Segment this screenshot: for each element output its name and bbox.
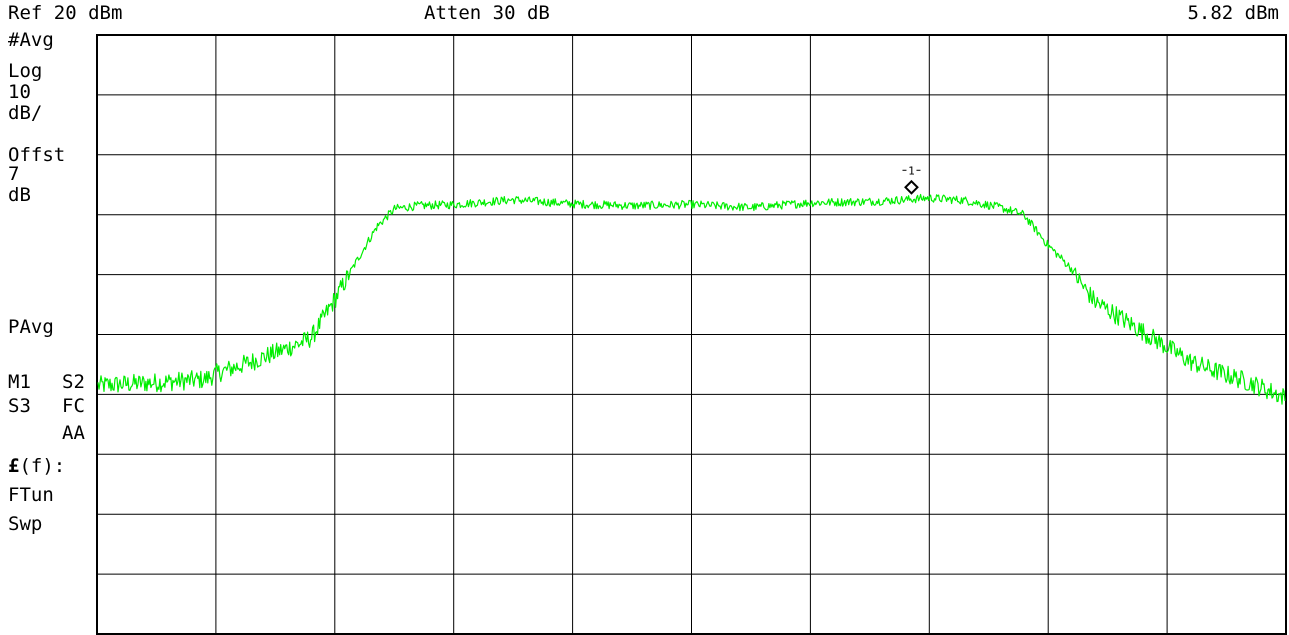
s3-annotation: S3: [8, 395, 31, 417]
offset-unit: dB: [8, 184, 31, 206]
scale-unit: dB/: [8, 102, 43, 124]
graticule: [97, 35, 1286, 634]
trace-mode-label: #Avg: [8, 29, 54, 51]
swp-label: Swp: [8, 513, 43, 535]
marker-amplitude-readout: 5.82 dBm: [1187, 2, 1279, 24]
pound-f-text: (f):: [19, 455, 66, 477]
s2-annotation: S2: [62, 371, 85, 393]
aa-annotation: AA: [62, 422, 85, 444]
scale-type-label: Log: [8, 60, 43, 82]
offset-label: Offst: [8, 144, 66, 166]
reference-level: Ref 20 dBm: [8, 2, 123, 24]
offset-value: 7: [8, 163, 20, 185]
ftun-label: FTun: [8, 484, 54, 506]
pound-f-label: £(f):: [8, 456, 65, 477]
marker-number-label: 1: [908, 164, 915, 177]
spectrum-trace: [97, 193, 1286, 405]
marker-1: 1: [902, 164, 921, 195]
scale-value: 10: [8, 81, 31, 103]
pound-symbol: £: [8, 455, 20, 477]
plot-frame: [96, 34, 1287, 635]
m1-annotation: M1: [8, 371, 31, 393]
power-avg-label: PAvg: [8, 316, 54, 338]
fc-annotation: FC: [62, 395, 85, 417]
marker-diamond-icon: [904, 179, 919, 195]
attenuation: Atten 30 dB: [424, 2, 550, 24]
